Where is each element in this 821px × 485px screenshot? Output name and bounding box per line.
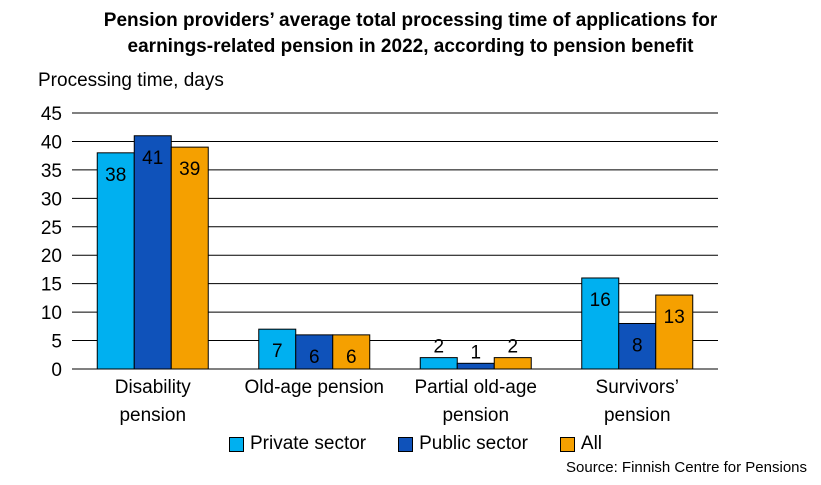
y-tick-label: 0: [51, 360, 62, 381]
legend-label: Private sector: [249, 433, 367, 454]
legend: Private sector Public sector All: [0, 433, 821, 455]
y-tick-label: 40: [41, 132, 62, 153]
bar: [170, 146, 209, 370]
legend-item: Public sector: [388, 433, 528, 455]
legend-swatch: [228, 436, 244, 452]
x-tick-label: Partial old-age: [414, 377, 537, 398]
legend-swatch: [559, 436, 575, 452]
x-tick-label: pension: [442, 405, 509, 426]
source-note: Source: Finnish Centre for Pensions: [566, 459, 807, 476]
legend-label: All: [580, 433, 603, 454]
data-label: 6: [346, 347, 357, 368]
x-tick-label: Survivors’: [596, 377, 679, 398]
y-axis-label: Processing time, days: [38, 70, 224, 91]
bar: [133, 135, 172, 370]
y-tick-label: 30: [41, 189, 62, 210]
bar: [581, 277, 620, 370]
y-tick-label: 25: [41, 218, 62, 239]
data-label: 8: [632, 335, 643, 356]
x-tick-label: Disability: [115, 377, 192, 398]
bar: [655, 294, 694, 370]
chart-title-line-2: earnings-related pension in 2022, accord…: [127, 36, 694, 57]
y-tick-label: 45: [41, 104, 62, 125]
data-label: 38: [105, 165, 126, 186]
data-label: 41: [142, 148, 163, 169]
legend-item: Private sector: [219, 433, 366, 455]
bar: [456, 362, 495, 370]
data-label: 6: [309, 347, 320, 368]
y-tick-label: 10: [41, 303, 62, 324]
data-label: 16: [590, 290, 611, 311]
data-label: 7: [272, 341, 283, 362]
legend-swatch: [398, 436, 414, 452]
x-tick-label: Old-age pension: [245, 377, 384, 398]
chart-title-line-1: Pension providers’ average total process…: [103, 10, 718, 31]
x-tick-label: pension: [604, 405, 671, 426]
bar: [295, 334, 334, 370]
data-label: 2: [433, 337, 444, 358]
chart-title: Pension providers’ average total process…: [0, 8, 821, 60]
bar: [96, 152, 135, 370]
data-label: 1: [470, 342, 481, 363]
bar: [419, 357, 458, 370]
bar: [332, 334, 371, 370]
data-label: 39: [179, 159, 200, 180]
y-tick-label: 5: [51, 332, 62, 353]
bar: [493, 357, 532, 370]
x-tick-label: pension: [119, 405, 186, 426]
y-tick-label: 35: [41, 161, 62, 182]
data-label: 2: [507, 337, 518, 358]
legend-item: All: [550, 433, 602, 455]
y-tick-label: 20: [41, 246, 62, 267]
legend-label: Public sector: [419, 433, 528, 454]
bar: [618, 322, 657, 370]
data-label: 13: [664, 307, 685, 328]
y-tick-label: 15: [41, 275, 62, 296]
